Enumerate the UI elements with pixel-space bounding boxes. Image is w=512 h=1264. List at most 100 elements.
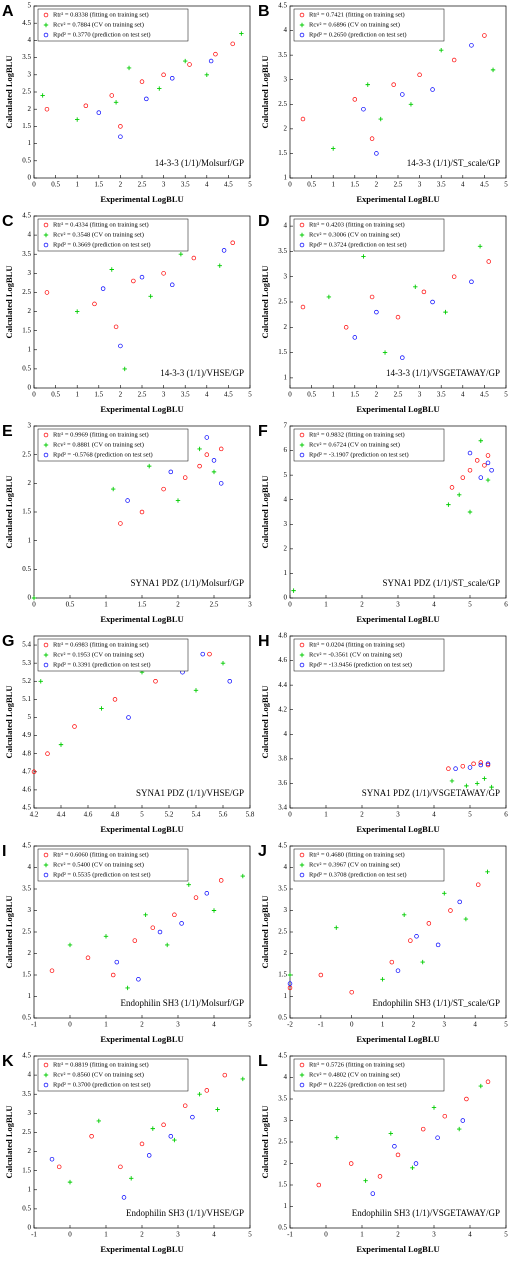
- point: [221, 248, 227, 253]
- point: [211, 908, 217, 913]
- legend-label: Rtr² = 0.8338 (fitting on training set): [53, 11, 149, 18]
- point: [378, 116, 383, 122]
- y-tick-label: 0: [28, 594, 32, 602]
- point: [172, 912, 177, 918]
- point: [129, 1176, 134, 1181]
- x-tick-label: 2: [176, 601, 180, 609]
- x-tick-label: 2: [360, 811, 364, 819]
- point: [352, 97, 358, 102]
- legend-label: Rpd² = 0.3708 (prediction on test set): [309, 871, 407, 878]
- y-tick-label: 3: [284, 75, 288, 83]
- point: [478, 760, 484, 765]
- point: [474, 458, 480, 463]
- point: [31, 769, 37, 775]
- point: [460, 1118, 466, 1123]
- legend-marker: [299, 22, 305, 28]
- x-tick-label: 3: [418, 391, 422, 399]
- point: [191, 255, 197, 261]
- y-tick-label: 1.5: [278, 348, 287, 356]
- legend-label: Rcv² = 0.7884 (CV on training set): [53, 21, 144, 28]
- point: [374, 151, 379, 156]
- y-tick-label: 3: [284, 520, 288, 528]
- y-tick-label: 0.5: [22, 565, 31, 573]
- legend-marker: [299, 12, 305, 18]
- legend-label: Rcv² = 0.8560 (CV on training set): [53, 1071, 144, 1078]
- y-tick-label: 3.5: [22, 885, 31, 893]
- y-tick-label: 4.7: [22, 767, 31, 775]
- point: [49, 1156, 55, 1162]
- y-tick-label: 3: [28, 70, 32, 78]
- x-tick-label: 1.5: [94, 181, 103, 189]
- x-tick-label: 5: [504, 1021, 508, 1029]
- x-tick-label: 6: [504, 811, 508, 819]
- point: [326, 294, 332, 300]
- y-tick-label: 5: [284, 471, 288, 479]
- point: [413, 1161, 419, 1166]
- point: [464, 783, 469, 789]
- y-tick-label: 2: [284, 1159, 288, 1167]
- point: [388, 1131, 393, 1136]
- point: [96, 1118, 101, 1124]
- legend-label: Rpd² = 0.3391 (prediction on test set): [53, 661, 151, 668]
- legend-box: [293, 1058, 445, 1092]
- legend-label: Rtr² = 0.6983 (fitting on training set): [53, 641, 149, 648]
- point: [401, 912, 407, 917]
- point: [204, 891, 210, 896]
- x-tick-label: 3: [162, 391, 166, 399]
- x-tick-label: 4.2: [30, 811, 39, 819]
- y-tick-label: 1.5: [278, 1181, 287, 1189]
- x-tick-label: 3: [396, 811, 400, 819]
- x-tick-label: 0.5: [66, 601, 75, 609]
- annotation: Endophilin SH3 (1/1)/ST_scale/GP: [373, 998, 501, 1008]
- panel-letter: C: [2, 213, 14, 230]
- y-tick-label: 5.4: [22, 641, 31, 649]
- legend-label: Rcv² = 0.3548 (CV on training set): [53, 231, 144, 238]
- point: [126, 65, 132, 71]
- point: [58, 742, 64, 747]
- x-tick-label: 5: [248, 1231, 252, 1239]
- point: [287, 972, 293, 978]
- x-tick-label: 3: [176, 1021, 180, 1029]
- y-axis-label: Calculated LogBLU: [260, 56, 270, 129]
- point: [475, 882, 481, 887]
- legend-label: Rtr² = 0.4334 (fitting on training set): [53, 221, 149, 228]
- point: [110, 972, 116, 978]
- x-tick-label: 4: [212, 1021, 216, 1029]
- point: [453, 766, 458, 771]
- panel-letter: L: [258, 1053, 268, 1070]
- y-axis-label: Calculated LogBLU: [4, 1106, 14, 1179]
- legend-label: Rcv² = 0.1953 (CV on training set): [53, 651, 144, 658]
- point: [197, 463, 202, 469]
- x-tick-label: 0.5: [307, 391, 316, 399]
- y-tick-label: 4: [284, 730, 288, 738]
- y-tick-label: 3: [28, 422, 32, 430]
- y-tick-label: 4: [284, 863, 288, 871]
- legend-label: Rpd² = 0.3724 (prediction on test set): [309, 241, 407, 248]
- y-tick-label: 3: [28, 906, 32, 914]
- point: [392, 1144, 397, 1149]
- y-tick-label: 3.5: [22, 250, 31, 258]
- legend-marker: [299, 652, 305, 658]
- x-tick-label: 3: [432, 1231, 436, 1239]
- point: [38, 679, 43, 684]
- y-tick-label: 0.5: [22, 156, 31, 164]
- x-tick-label: 5: [504, 181, 508, 189]
- x-tick-label: 4.6: [84, 811, 93, 819]
- y-tick-label: 2: [284, 323, 288, 331]
- point: [131, 278, 136, 284]
- point: [72, 724, 77, 729]
- panel-letter: A: [2, 3, 14, 20]
- legend-marker: [43, 642, 49, 648]
- x-tick-label: 4.5: [480, 181, 489, 189]
- x-tick-label: 4: [461, 181, 465, 189]
- point: [157, 86, 162, 91]
- legend-marker: [299, 442, 305, 448]
- point: [45, 751, 50, 756]
- x-tick-label: 4.5: [480, 391, 489, 399]
- point: [31, 595, 37, 601]
- legend-marker: [43, 872, 49, 878]
- point: [227, 679, 233, 684]
- legend-box: [293, 428, 445, 462]
- y-tick-label: 3.5: [22, 1090, 31, 1098]
